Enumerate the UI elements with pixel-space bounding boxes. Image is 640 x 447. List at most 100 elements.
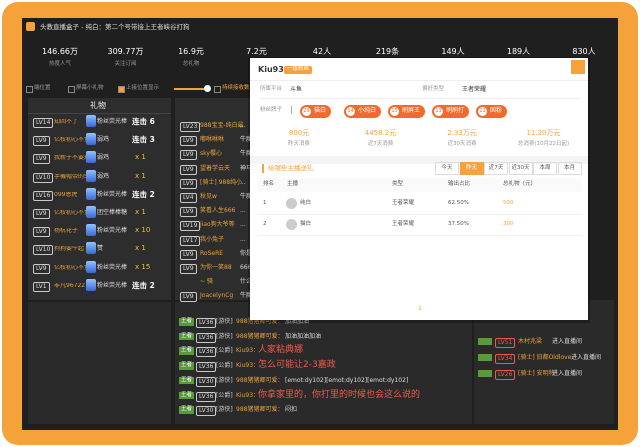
- row-line: [258, 214, 582, 215]
- fan-medal: 11 固粉: [476, 105, 508, 118]
- tab[interactable]: 本月: [557, 162, 582, 175]
- gift-count: x 1: [135, 208, 146, 216]
- level-badge: LV36: [196, 347, 217, 358]
- chat-user: jiao狗大爷等: [200, 221, 235, 229]
- level-badge: LV17: [180, 235, 201, 246]
- role: [游侠]: [216, 318, 233, 325]
- enter-text: 进入直播间: [552, 370, 583, 377]
- chat-bottom-panel: [175, 302, 472, 424]
- gift-name: 弱鸡: [97, 154, 110, 162]
- enter-user: [骑士] 安明特: [518, 370, 555, 377]
- tab[interactable]: 昨天: [459, 162, 484, 175]
- gift-user: 狗狗要牛起: [54, 246, 85, 253]
- table-cell: 纯白: [300, 200, 312, 206]
- table-cell: 王者荣耀: [392, 200, 415, 206]
- fan-medal: 29 猫白: [300, 105, 332, 118]
- gift-user: 杨杭花子: [54, 228, 79, 235]
- level-badge: LV14: [33, 118, 54, 128]
- table-cell: 500: [503, 200, 514, 206]
- checkbox: [26, 86, 33, 93]
- pager-prev: [400, 305, 406, 313]
- chat-message: 闷扣: [285, 406, 298, 414]
- table-cell: 62.50%: [448, 200, 469, 206]
- stat-label: 关注订阅: [114, 61, 137, 67]
- enter-text: 进入直播间: [571, 354, 602, 361]
- popup-header-line: [250, 80, 588, 81]
- spend-label: 近7天消费: [367, 141, 394, 147]
- window-title: 头教直播盒子 - 纯白：第二个号带接上王者峡谷打狗: [40, 23, 190, 31]
- level-badge: LV9: [180, 178, 197, 189]
- gift-icon: [86, 133, 96, 146]
- gift-count: x 1: [135, 244, 146, 253]
- slider-track: [174, 88, 210, 90]
- fan-badge: 王者: [179, 318, 195, 326]
- chat-user: 988猪猪卿可爱：: [236, 406, 284, 414]
- role: [游侠]: [216, 376, 233, 384]
- gift-user: 非凡96722: [54, 282, 86, 289]
- medal-level: 29: [302, 107, 311, 116]
- tab[interactable]: 近30天: [508, 162, 533, 175]
- tab[interactable]: 近7天: [484, 162, 508, 175]
- gift-name: 粉丝荧光棒: [97, 227, 128, 235]
- spend-value: 2.33万元: [447, 129, 477, 137]
- medal-level: 11: [478, 107, 487, 116]
- gift-name: 弱鸡: [97, 136, 110, 144]
- medal-name: 小纯白: [358, 107, 377, 114]
- popup-user: Kiu93: [258, 65, 284, 74]
- section-bar: [262, 164, 264, 173]
- fan-badge: 王者: [179, 376, 195, 385]
- chat-text: 牛魔: [240, 136, 253, 144]
- toolbar-option[interactable]: 持续接收数: [222, 85, 250, 91]
- avatar: [286, 198, 297, 209]
- chat-text: 666: [240, 264, 252, 271]
- toolbar-option[interactable]: 上接位置显示: [126, 85, 160, 91]
- fan-badge: 王者: [179, 362, 195, 370]
- page-number[interactable]: 1: [418, 305, 422, 312]
- toolbar-option[interactable]: 端位置: [34, 85, 51, 91]
- fan-badge: 王者: [179, 347, 195, 355]
- gift-count: x 15: [135, 262, 151, 271]
- field-label: 偏好类型: [422, 86, 445, 92]
- chat-user: 988宝宝-纯白最: [200, 122, 244, 129]
- window-control[interactable]: [572, 21, 582, 31]
- level-badge: LV9: [180, 264, 197, 274]
- chat-text: 牛魔打: [240, 150, 259, 158]
- gift-name: 粉丝荧光棒: [97, 263, 128, 271]
- chat-user: 988猪猪卿可爱：: [236, 332, 284, 340]
- fan-medal: 15 刷屏王: [388, 105, 426, 118]
- stat-value: 219条: [375, 47, 400, 56]
- gift-name: 粉丝荧光棒: [97, 281, 128, 289]
- fan-badge: 王者: [179, 406, 195, 414]
- fan-badge: [478, 370, 492, 377]
- level-badge: LV9: [33, 209, 50, 219]
- fan-badge: 王者: [179, 391, 195, 399]
- gift-count: x 1: [135, 153, 146, 162]
- gift-count: 连击 2: [132, 189, 155, 199]
- chat-text: ...: [240, 235, 246, 243]
- close-button[interactable]: [571, 60, 585, 74]
- role: [公爵]: [216, 362, 233, 370]
- gift-user: 亿权初心不负: [54, 264, 88, 271]
- window-control[interactable]: [600, 21, 610, 31]
- chat-user: Kiu93：: [236, 362, 260, 370]
- level-badge: LV9: [33, 227, 50, 238]
- chat-user: 988猪猪卿可爱：: [236, 318, 284, 325]
- tab[interactable]: 今天: [435, 162, 459, 175]
- medal-name: 刷刷打: [446, 107, 465, 114]
- table-cell: 300: [503, 221, 514, 227]
- tab[interactable]: 本周: [533, 162, 557, 175]
- gift-name: 粉丝荧光棒: [97, 118, 128, 125]
- chat-text: ...: [240, 122, 246, 129]
- role: [公爵]: [216, 391, 233, 399]
- gift-name: 弱鸡: [97, 172, 110, 180]
- chat-text: ...: [240, 221, 246, 229]
- pager-next: [436, 305, 442, 313]
- field-line: [260, 98, 580, 99]
- toolbar-option[interactable]: 屏幕小礼物: [76, 85, 104, 91]
- table-cell: 王者荣耀: [392, 221, 415, 227]
- table-header: 主播: [287, 181, 299, 187]
- gift-icon: [86, 224, 96, 237]
- field-label: 粉丝牌子: [260, 107, 283, 113]
- window-control[interactable]: [586, 21, 596, 31]
- chat-user: 笑看人生666: [200, 207, 236, 215]
